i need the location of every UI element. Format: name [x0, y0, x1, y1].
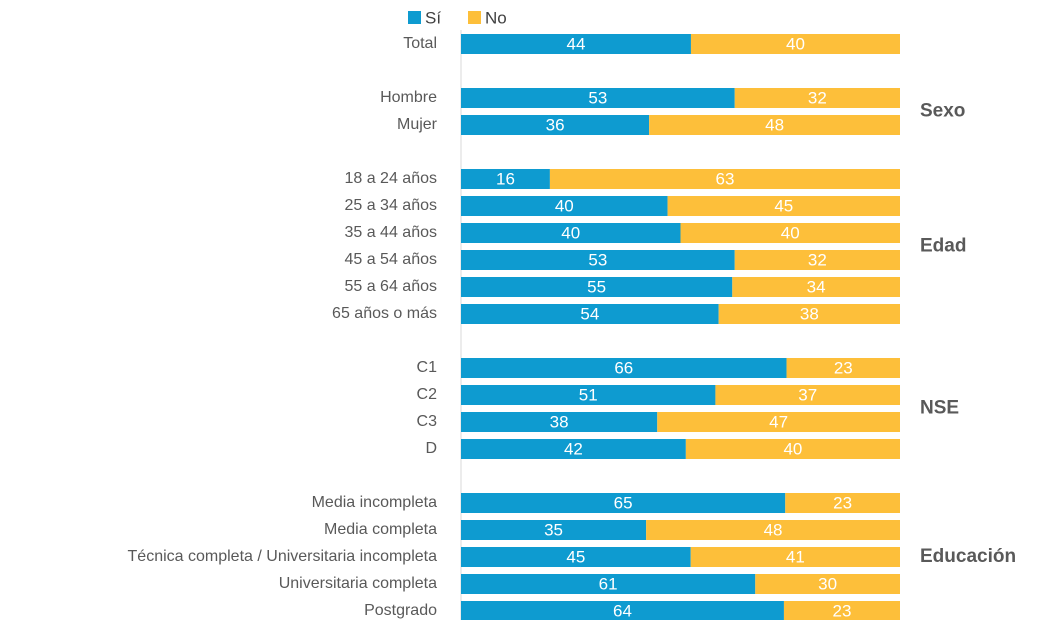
bar-segment — [461, 223, 681, 243]
value-label: 32 — [808, 250, 827, 269]
value-label: 37 — [798, 385, 817, 404]
value-label: 55 — [587, 277, 606, 296]
bar-segment — [734, 88, 900, 108]
bar-segment — [461, 88, 735, 108]
bar-segment — [734, 250, 900, 270]
bar-segment — [461, 358, 787, 378]
value-label: 40 — [781, 223, 800, 242]
value-label: 38 — [800, 304, 819, 323]
category-label: Hombre — [380, 89, 437, 106]
value-label: 54 — [580, 304, 599, 323]
value-label: 40 — [555, 196, 574, 215]
category-label: Universitaria completa — [279, 575, 437, 592]
value-label: 40 — [783, 439, 802, 458]
value-label: 16 — [496, 169, 515, 188]
category-label: Media completa — [324, 521, 437, 538]
value-label: 51 — [579, 385, 598, 404]
group-label: Edad — [920, 236, 966, 257]
bar-segment — [649, 115, 900, 135]
category-label: 25 a 34 años — [344, 197, 437, 214]
category-label: Mujer — [397, 116, 438, 133]
bar-segment — [461, 520, 647, 540]
category-label: 35 a 44 años — [344, 224, 437, 241]
group-label: Educación — [920, 546, 1016, 567]
bar-segment — [786, 358, 900, 378]
bar-segment — [461, 169, 550, 189]
bar-segment — [755, 574, 900, 594]
legend-label: Sí — [425, 8, 441, 27]
value-label: 40 — [786, 34, 805, 53]
bar-segment — [549, 169, 900, 189]
value-label: 42 — [564, 439, 583, 458]
value-label: 66 — [614, 358, 633, 377]
value-label: 48 — [764, 520, 783, 539]
bar-segment — [461, 574, 756, 594]
value-label: 53 — [588, 88, 607, 107]
value-label: 44 — [567, 34, 586, 53]
category-label: C1 — [417, 359, 438, 376]
group-label: NSE — [920, 398, 959, 419]
bar-segment — [461, 412, 658, 432]
legend-swatch — [408, 11, 421, 24]
value-label: 38 — [550, 412, 569, 431]
category-label: C2 — [417, 386, 438, 403]
value-label: 61 — [599, 574, 618, 593]
bar-segment — [667, 196, 900, 216]
legend-swatch — [468, 11, 481, 24]
value-label: 53 — [588, 250, 607, 269]
category-label: 65 años o más — [332, 305, 437, 322]
bar-segment — [461, 115, 650, 135]
bar-segment — [461, 250, 735, 270]
value-label: 63 — [715, 169, 734, 188]
bar-segment — [461, 439, 686, 459]
value-label: 32 — [808, 88, 827, 107]
bar-segment — [461, 493, 786, 513]
value-label: 47 — [769, 412, 788, 431]
category-label: 45 a 54 años — [344, 251, 437, 268]
bar-segment — [732, 277, 900, 297]
bar-segment — [461, 34, 691, 54]
category-label: Total — [403, 35, 437, 52]
legend-label: No — [485, 8, 507, 27]
category-label: Técnica completa / Universitaria incompl… — [128, 548, 438, 565]
bar-segment — [783, 601, 900, 620]
bar-segment — [461, 601, 784, 620]
bar-segment — [461, 385, 716, 405]
bar-segment — [680, 223, 900, 243]
group-label: Sexo — [920, 101, 965, 122]
bar-segment — [646, 520, 900, 540]
category-label: Postgrado — [364, 602, 437, 619]
category-label: 18 a 24 años — [344, 170, 437, 187]
bar-segment — [657, 412, 900, 432]
value-label: 35 — [544, 520, 563, 539]
value-label: 41 — [786, 547, 805, 566]
bar-segment — [715, 385, 900, 405]
value-label: 40 — [561, 223, 580, 242]
bar-segment — [461, 196, 668, 216]
bar-segment — [461, 304, 719, 324]
bar-segment — [461, 277, 733, 297]
category-label: D — [425, 440, 437, 457]
value-label: 64 — [613, 601, 632, 620]
bar-segment — [461, 547, 691, 567]
value-label: 45 — [774, 196, 793, 215]
category-label: 55 a 64 años — [344, 278, 437, 295]
bar-segment — [690, 34, 900, 54]
value-label: 36 — [546, 115, 565, 134]
bar-segment — [785, 493, 900, 513]
category-label: Media incompleta — [312, 494, 438, 511]
value-label: 48 — [765, 115, 784, 134]
value-label: 34 — [807, 277, 826, 296]
bar-segment — [718, 304, 900, 324]
bar-segment — [690, 547, 900, 567]
value-label: 45 — [566, 547, 585, 566]
category-label: C3 — [417, 413, 438, 430]
value-label: 23 — [833, 601, 852, 620]
value-label: 23 — [834, 358, 853, 377]
value-label: 23 — [833, 493, 852, 512]
value-label: 65 — [614, 493, 633, 512]
bar-segment — [685, 439, 900, 459]
value-label: 30 — [818, 574, 837, 593]
